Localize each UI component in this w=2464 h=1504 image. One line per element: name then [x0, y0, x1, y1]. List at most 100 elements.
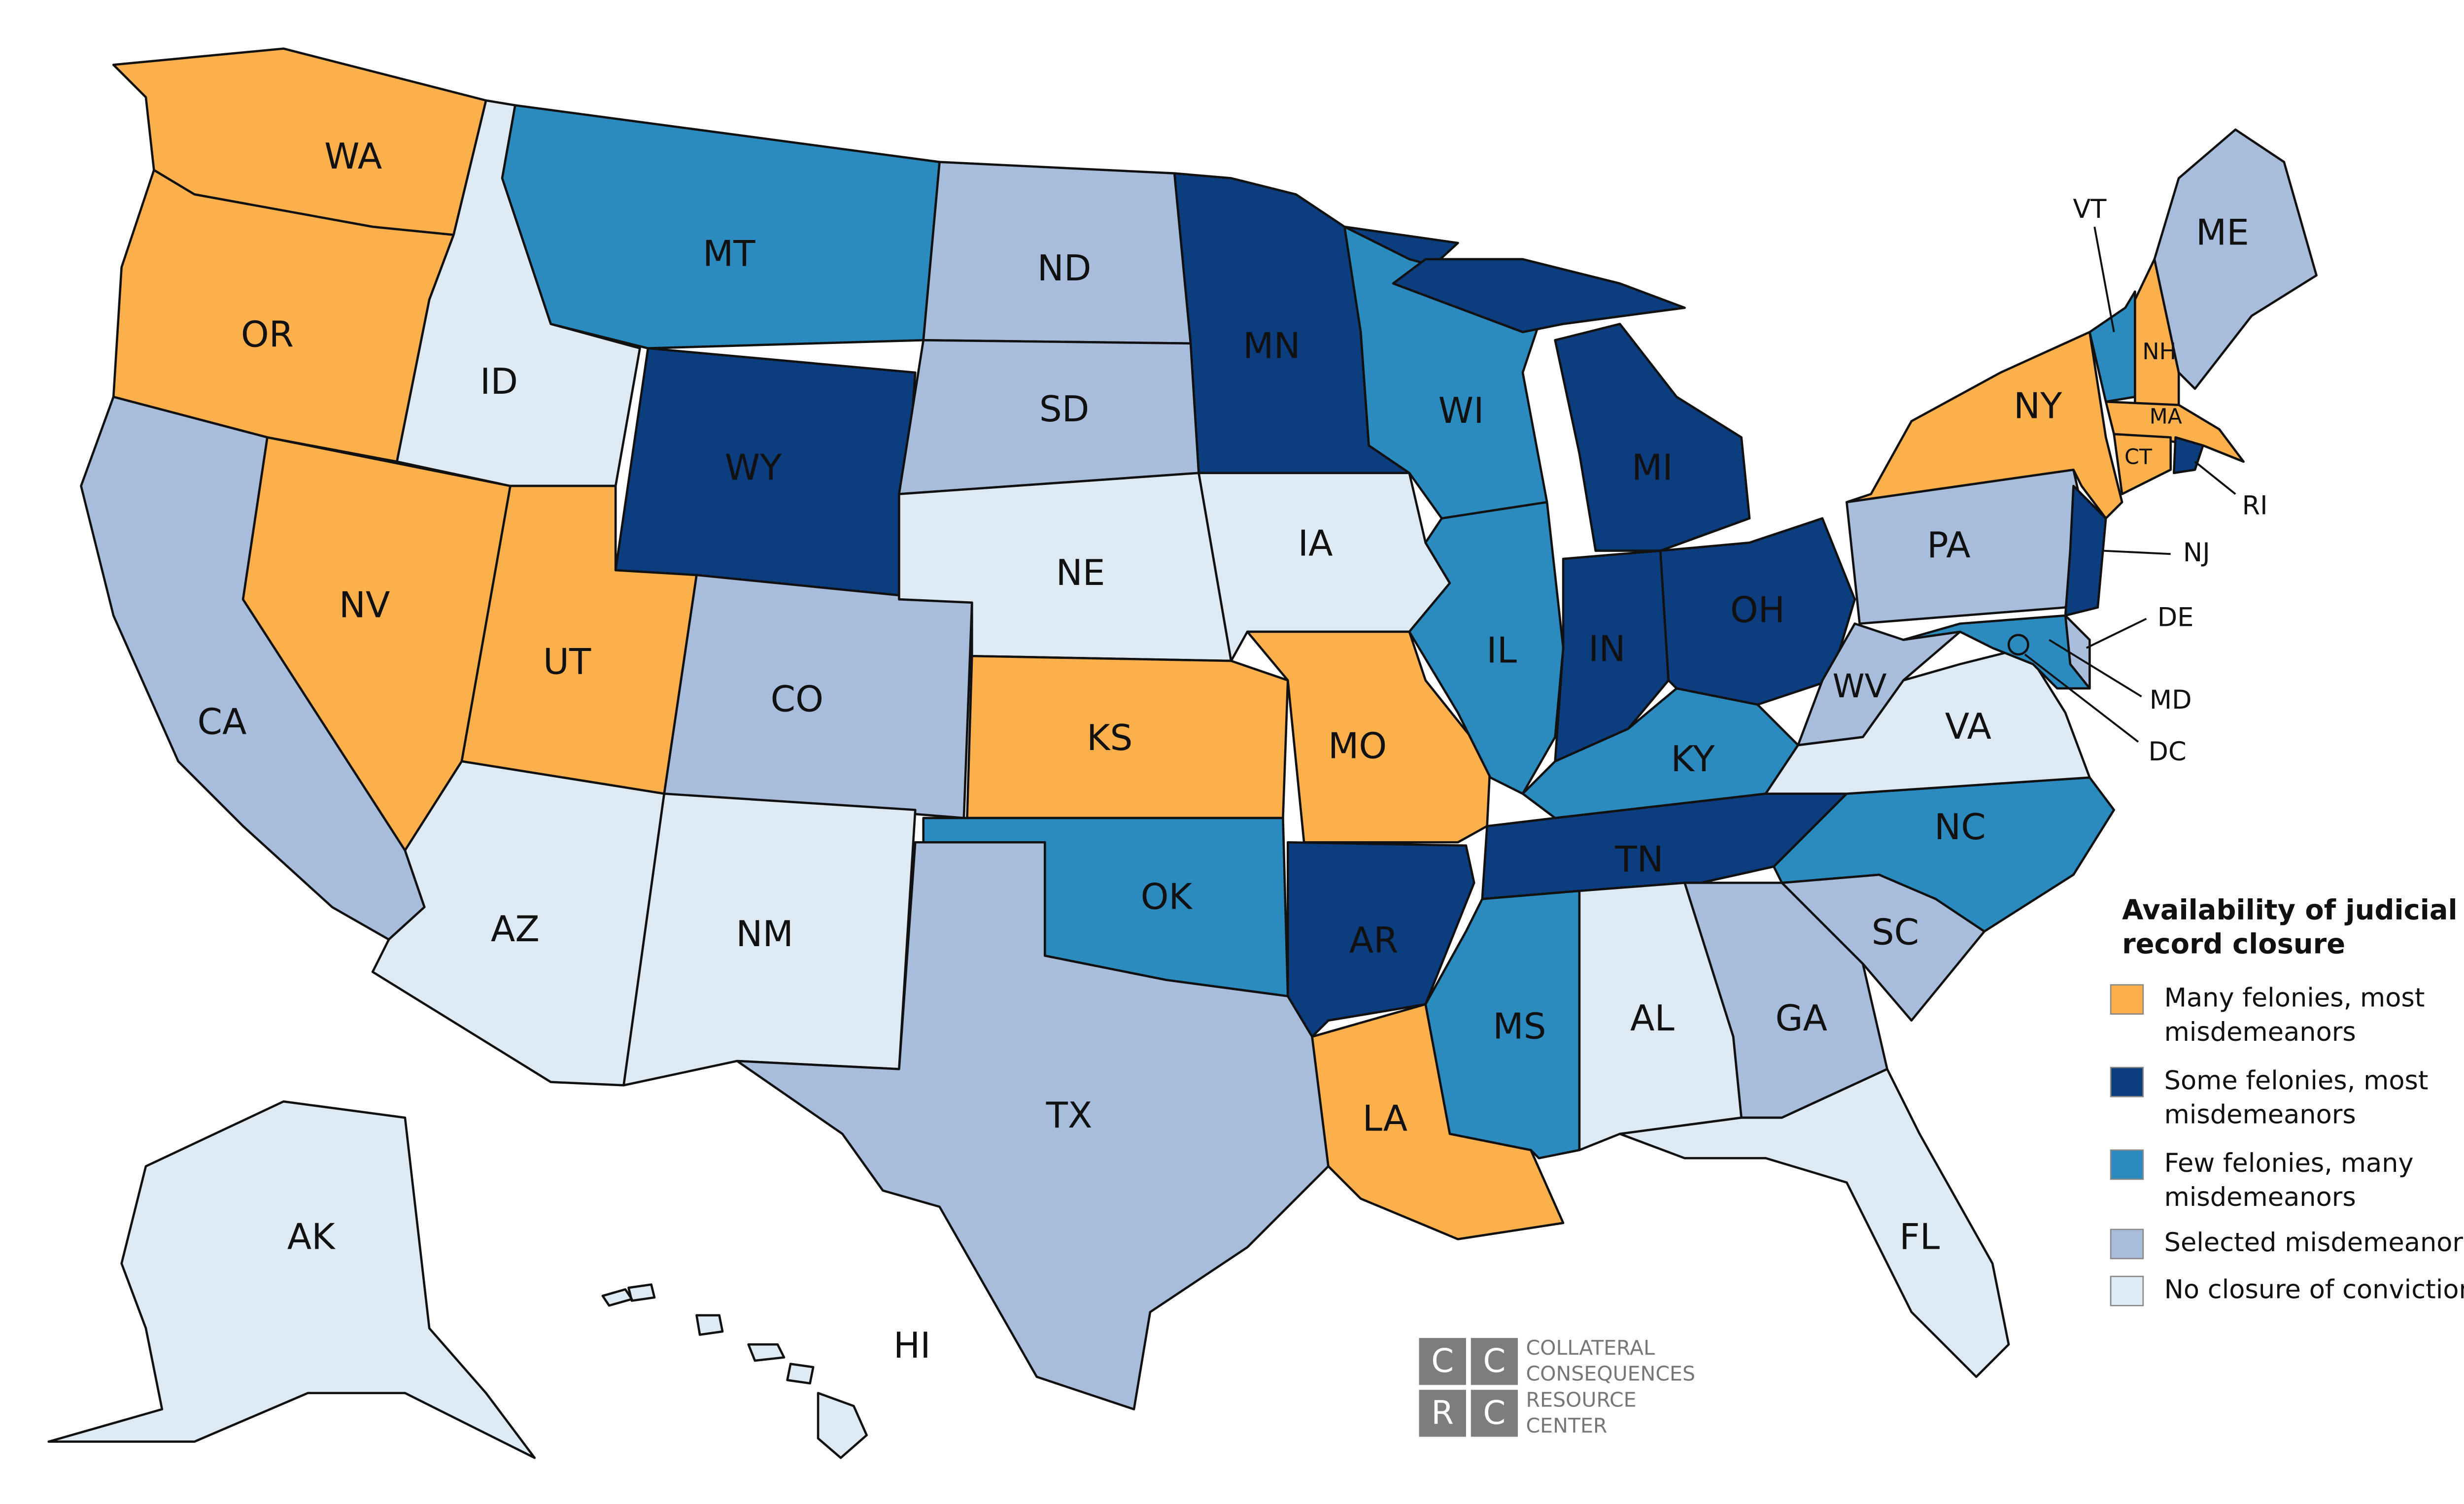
state-label: CA	[197, 701, 246, 743]
legend-swatch	[2110, 1149, 2144, 1180]
legend-title: record closure	[2122, 928, 2345, 960]
state-label: NM	[736, 914, 793, 955]
state-label: IA	[1298, 523, 1333, 565]
state-label: DE	[2157, 602, 2194, 632]
state-label: TX	[1046, 1095, 1093, 1136]
logo-box	[1419, 1390, 1466, 1437]
state-label: WA	[324, 136, 382, 177]
state-label: IN	[1588, 628, 1625, 670]
state	[1618, 1068, 2010, 1378]
state-label: NV	[339, 585, 390, 626]
state	[2113, 433, 2172, 495]
state	[1846, 331, 2123, 520]
state-label: MI	[1632, 447, 1673, 488]
legend-label: Selected misdemeanors	[2164, 1228, 2464, 1258]
state	[601, 1283, 868, 1459]
logo-text: RESOURCE	[1526, 1388, 1636, 1411]
leader-line	[2086, 617, 2147, 649]
state	[2134, 258, 2180, 407]
state	[501, 104, 941, 350]
leader-line	[2049, 639, 2142, 698]
logo-letter: R	[1431, 1394, 1454, 1432]
legend-label: Many felonies, most	[2164, 983, 2425, 1013]
legend-swatch	[2110, 984, 2144, 1015]
state	[2153, 128, 2318, 390]
state-label: TN	[1614, 839, 1663, 881]
leader-line	[2194, 461, 2236, 495]
logo-text: CENTER	[1526, 1414, 1607, 1437]
legend-label: No closure of convictions	[2164, 1274, 2464, 1304]
state-label: WV	[1833, 667, 1887, 705]
legend-title: Availability of judicial	[2122, 894, 2458, 926]
state-label: AL	[1630, 998, 1675, 1039]
legend-swatch	[2110, 1066, 2144, 1097]
state-label: NH	[2142, 338, 2176, 365]
logo-letter: C	[1483, 1342, 1506, 1380]
state-label: OK	[1141, 876, 1193, 918]
state-label: MA	[2150, 405, 2182, 429]
state-label: ME	[2196, 212, 2249, 254]
state-label: MD	[2150, 685, 2192, 715]
state-label: ID	[480, 361, 518, 403]
state	[736, 841, 1330, 1411]
state	[2173, 436, 2204, 475]
state	[1902, 614, 2091, 690]
state-label: GA	[1776, 998, 1827, 1039]
legend-label: Few felonies, many	[2164, 1148, 2414, 1178]
state-label: AR	[1349, 920, 1399, 961]
legend-label: misdemeanors	[2164, 1182, 2356, 1212]
state	[1408, 501, 1565, 795]
state	[1287, 841, 1475, 1038]
logo-box	[1471, 1338, 1518, 1385]
state-label: UT	[543, 642, 591, 683]
logo-text: COLLATERAL	[1526, 1336, 1655, 1360]
state	[2064, 484, 2107, 617]
legend-swatch	[2110, 1229, 2144, 1260]
logo-text: CONSEQUENCES	[1526, 1362, 1695, 1386]
leader-line	[2093, 226, 2115, 333]
state-label: NC	[1934, 807, 1986, 848]
state-label: SC	[1872, 912, 1919, 954]
state	[47, 1100, 536, 1459]
state-label: NJ	[2183, 538, 2210, 568]
state-label: RI	[2242, 490, 2268, 520]
state-label: AZ	[491, 909, 540, 950]
state-label: HI	[893, 1325, 931, 1367]
state	[1392, 258, 1751, 552]
state-label: FL	[1899, 1217, 1940, 1258]
state-label: KS	[1087, 718, 1132, 759]
state-label: SD	[1039, 389, 1090, 430]
state-label: MN	[1243, 326, 1300, 367]
state-label: NE	[1056, 552, 1105, 594]
legend-label: misdemeanors	[2164, 1099, 2356, 1129]
state-label: CT	[2124, 445, 2153, 470]
state-label: WY	[725, 447, 782, 488]
state-label: OR	[241, 314, 294, 356]
state-label: NY	[2014, 385, 2062, 427]
state-label: KY	[1671, 739, 1715, 780]
state	[966, 654, 1289, 820]
logo-box	[1419, 1338, 1466, 1385]
state-label: LA	[1363, 1098, 1407, 1140]
logo-letter: C	[1483, 1394, 1506, 1432]
legend-swatch	[2110, 1275, 2144, 1306]
state-label: CO	[771, 679, 823, 720]
legend-label: misdemeanors	[2164, 1017, 2356, 1047]
state	[2007, 634, 2029, 656]
state-label: MS	[1493, 1006, 1546, 1047]
state-label: MO	[1328, 726, 1387, 767]
state-label: OH	[1730, 590, 1785, 631]
state-label: MT	[703, 233, 755, 274]
state-label: WI	[1438, 390, 1484, 432]
leader-line	[2102, 549, 2171, 555]
logo-box	[1471, 1390, 1518, 1437]
state-label: AK	[287, 1217, 336, 1258]
logo-letter: C	[1431, 1342, 1454, 1380]
leader-line	[2024, 653, 2139, 743]
state-label: PA	[1927, 525, 1970, 566]
state-label: IL	[1486, 630, 1517, 672]
legend-label: Some felonies, most	[2164, 1065, 2429, 1095]
state-label: VT	[2073, 194, 2107, 224]
state-label: DC	[2149, 737, 2187, 767]
